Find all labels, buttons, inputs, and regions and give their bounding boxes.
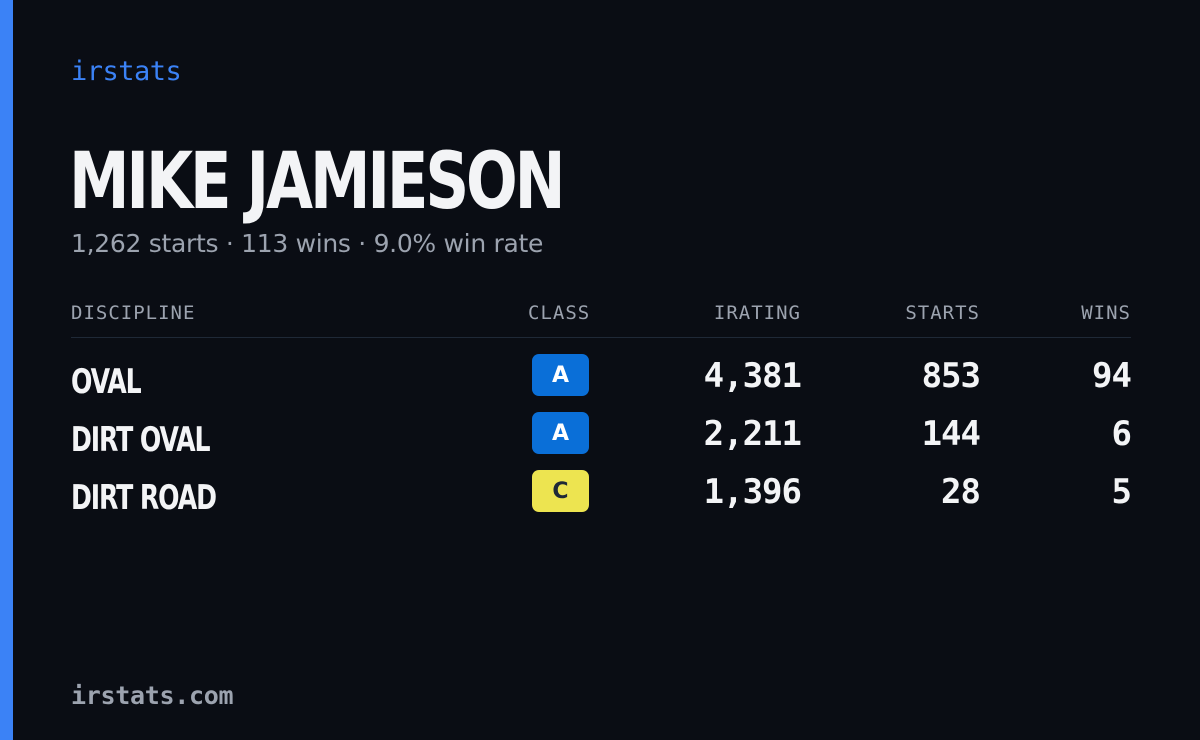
- wins-cell: 5: [1111, 472, 1133, 512]
- header-irating: IRATING: [713, 302, 801, 324]
- accent-bar: [0, 0, 13, 740]
- class-badge: A: [532, 354, 589, 396]
- irating-cell: 4,381: [703, 356, 802, 396]
- starts-cell: 28: [941, 472, 981, 512]
- wins-cell: 94: [1092, 356, 1132, 396]
- driver-name: MIKE JAMIESON: [69, 137, 566, 227]
- irating-cell: 2,211: [703, 414, 802, 454]
- stats-table: DISCIPLINE CLASS IRATING STARTS WINS OVA…: [71, 298, 1133, 528]
- footer-url[interactable]: irstats.com: [71, 681, 234, 710]
- irating-cell: 1,396: [703, 472, 802, 512]
- discipline-cell: DIRT ROAD: [71, 478, 217, 518]
- table-row: DIRT OVAL A 2,211 144 6: [71, 412, 1133, 470]
- wins-cell: 6: [1111, 414, 1133, 454]
- discipline-cell: DIRT OVAL: [71, 420, 211, 460]
- table-row: DIRT ROAD C 1,396 28 5: [71, 470, 1133, 528]
- class-badge: A: [532, 412, 589, 454]
- starts-cell: 144: [921, 414, 981, 454]
- header-starts: STARTS: [905, 302, 980, 324]
- discipline-cell: OVAL: [71, 362, 142, 402]
- header-class: CLASS: [528, 302, 591, 324]
- class-badge: C: [532, 470, 589, 512]
- table-body: OVAL A 4,381 853 94 DIRT OVAL A 2,211 14…: [71, 338, 1133, 528]
- table-row: OVAL A 4,381 853 94: [71, 354, 1132, 412]
- starts-cell: 853: [921, 356, 981, 396]
- header-discipline: DISCIPLINE: [71, 302, 196, 324]
- brand-logo: irstats: [71, 56, 182, 87]
- driver-summary: 1,262 starts · 113 wins · 9.0% win rate: [71, 229, 544, 258]
- header-wins: WINS: [1081, 302, 1131, 324]
- table-header: DISCIPLINE CLASS IRATING STARTS WINS: [71, 298, 1131, 338]
